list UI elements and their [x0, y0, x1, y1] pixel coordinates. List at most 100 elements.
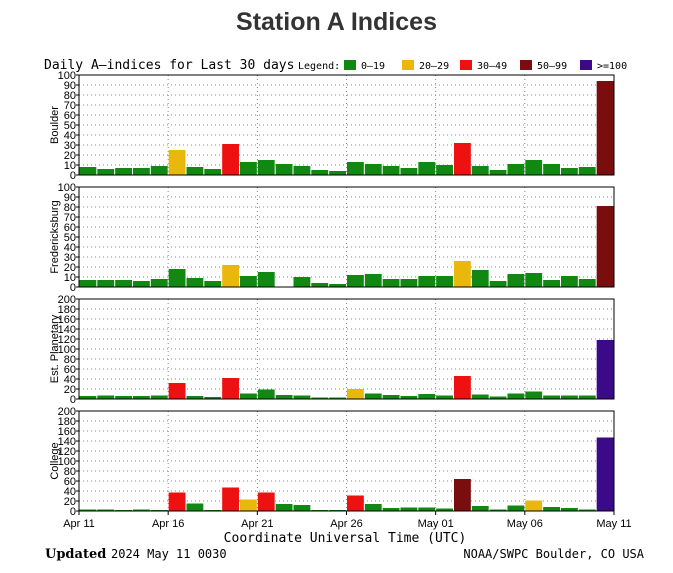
y-tick-label: 200 [58, 406, 76, 418]
bar [150, 279, 168, 287]
legend-swatch [580, 60, 592, 70]
bar [115, 280, 132, 287]
bar [543, 395, 560, 399]
x-axis-ticks: Apr 11 Apr 16 Apr 21 Apr 26 May 01 May 06 May … [63, 511, 632, 530]
bar [97, 395, 115, 399]
x-tick-label: May 06 [507, 518, 543, 530]
legend-entry: 0—19 [361, 61, 385, 72]
bar [257, 272, 275, 287]
y-tick-label: 60 [64, 222, 76, 234]
bar [471, 394, 489, 399]
bar [257, 160, 275, 175]
bar [578, 509, 596, 511]
bar [454, 261, 471, 287]
bar [222, 378, 239, 399]
bar [543, 280, 560, 287]
updated-label: Updated [45, 547, 106, 562]
bar [257, 389, 275, 399]
y-tick-label: 20 [64, 150, 76, 162]
bar [133, 509, 150, 511]
bar [596, 340, 614, 399]
y-tick-label: 80 [64, 466, 76, 478]
bar [454, 376, 471, 399]
y-tick-label: 200 [58, 294, 76, 306]
y-tick-label: 0 [70, 282, 76, 294]
legend-swatch [520, 60, 532, 70]
y-tick-label: 0 [70, 394, 76, 406]
bar [275, 395, 293, 399]
y-tick-label: 160 [58, 426, 76, 438]
y-tick-label: 80 [64, 202, 76, 214]
x-tick-label: May 11 [596, 518, 631, 530]
y-tick-label: 100 [58, 344, 76, 356]
x-tick-label: Apr 26 [330, 518, 362, 530]
bar [133, 396, 150, 399]
bar [150, 166, 168, 175]
bar [133, 281, 150, 287]
bar [311, 170, 329, 175]
bar [329, 397, 346, 399]
bar [240, 499, 257, 511]
bar [561, 508, 578, 511]
bar [382, 395, 400, 399]
bar [418, 276, 436, 287]
y-tick-label: 40 [64, 374, 76, 386]
bar [329, 284, 346, 287]
panel-frame [78, 298, 615, 400]
bar [471, 506, 489, 511]
bar [168, 150, 186, 175]
bar [400, 396, 418, 399]
series-label: College [49, 442, 61, 479]
bar [240, 393, 257, 399]
bar [364, 164, 382, 175]
bar [275, 164, 293, 175]
bar [382, 279, 400, 287]
bar [275, 504, 293, 511]
y-tick-label: 90 [64, 192, 76, 204]
x-tick-label: Apr 16 [152, 518, 184, 530]
bar [115, 396, 132, 399]
bar [561, 168, 578, 175]
bar [471, 166, 489, 175]
bar [79, 280, 97, 287]
x-tick-label: May 01 [418, 518, 454, 530]
bar [436, 165, 453, 175]
bar [364, 504, 382, 511]
bar [543, 507, 560, 511]
y-tick-label: 30 [64, 140, 76, 152]
legend: 0—19 20—29 30—49 50—99 >=100 [344, 60, 627, 72]
bar [507, 274, 525, 287]
bar [489, 509, 507, 511]
bar [257, 492, 275, 511]
chart-panels: 0102030405060708090100Boulder01020304050… [49, 70, 615, 518]
bar [329, 171, 346, 175]
bar [79, 509, 97, 511]
bar [454, 143, 471, 175]
bar [507, 505, 525, 511]
bar [204, 169, 222, 175]
y-tick-label: 20 [64, 262, 76, 274]
y-tick-label: 140 [58, 436, 76, 448]
bar [79, 396, 97, 399]
bar [347, 275, 364, 287]
bar [204, 281, 222, 287]
bar [525, 273, 543, 287]
bar [507, 393, 525, 399]
bar [418, 162, 436, 175]
bar [311, 397, 329, 399]
bar [382, 166, 400, 175]
bar [400, 168, 418, 175]
bar [222, 144, 239, 175]
y-tick-label: 30 [64, 252, 76, 264]
y-tick-label: 0 [70, 170, 76, 182]
y-tick-label: 20 [64, 496, 76, 508]
bar [418, 507, 436, 511]
bar [222, 265, 239, 287]
bar [347, 389, 364, 399]
bar [489, 170, 507, 175]
bar [311, 283, 329, 287]
bar [150, 395, 168, 399]
